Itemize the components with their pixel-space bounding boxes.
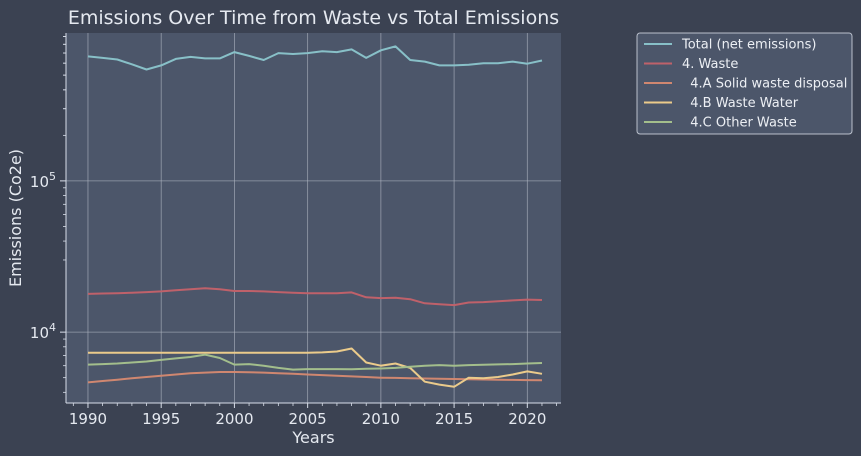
y-tick-label: 104 xyxy=(30,321,56,342)
series-line xyxy=(87,353,543,371)
x-tick-label: 2005 xyxy=(289,410,327,428)
series-line xyxy=(87,45,543,71)
plot-area xyxy=(66,33,561,403)
x-tick-label: 2020 xyxy=(508,410,546,428)
series-line xyxy=(87,287,543,307)
series-lines xyxy=(87,45,543,388)
y-tick-label: 105 xyxy=(30,170,56,191)
legend-label: 4. Waste xyxy=(682,57,738,72)
legend-box xyxy=(636,32,853,135)
x-tick-label: 1990 xyxy=(69,410,107,428)
x-axis-label: Years xyxy=(291,428,334,447)
y-axis-label: Emissions (Co2e) xyxy=(6,149,25,287)
legend-label: 4.C Other Waste xyxy=(682,116,797,131)
chart-title: Emissions Over Time from Waste vs Total … xyxy=(68,7,559,29)
x-tick-label: 2000 xyxy=(215,410,253,428)
x-tick-label: 2015 xyxy=(435,410,473,428)
series-line xyxy=(88,347,543,388)
grid xyxy=(66,33,561,403)
x-tick-label: 1995 xyxy=(142,410,180,428)
legend-label: Total (net emissions) xyxy=(681,38,817,53)
legend: Total (net emissions) 4. Waste 4.A Solid … xyxy=(636,32,853,135)
x-tick-label: 2010 xyxy=(362,410,400,428)
legend-label: 4.A Solid waste disposal xyxy=(682,77,847,92)
axes: 1990 1995 2000 2005 2010 2015 2020 104 105 xyxy=(30,33,561,428)
legend-label: 4.B Waste Water xyxy=(682,96,799,111)
